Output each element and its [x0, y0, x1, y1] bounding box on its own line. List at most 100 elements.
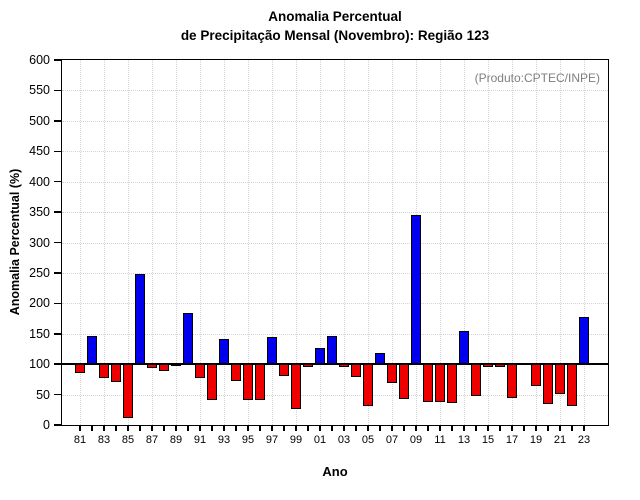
- x-tick-label: 17: [505, 434, 519, 446]
- x-tick-label: 83: [97, 434, 111, 446]
- x-tick-label: 89: [169, 434, 183, 446]
- x-tick: [415, 425, 417, 431]
- x-tick: [343, 425, 345, 431]
- v-gridline: [560, 60, 561, 425]
- bar-10: [423, 364, 433, 403]
- y-tick-label: 350: [29, 205, 50, 220]
- bar-00: [303, 364, 313, 368]
- x-tick-label: 93: [217, 434, 231, 446]
- v-gridline: [440, 60, 441, 425]
- y-tick: [54, 59, 62, 61]
- x-tick-label: 09: [409, 434, 423, 446]
- bar-82: [87, 336, 97, 365]
- y-tick: [54, 363, 62, 365]
- x-tick: [91, 425, 93, 431]
- bar-11: [435, 364, 445, 402]
- x-tick: [199, 425, 201, 431]
- v-gridline: [536, 60, 537, 425]
- y-tick: [54, 302, 62, 305]
- y-tick: [54, 241, 62, 244]
- h-gridline: [62, 333, 608, 335]
- y-tick-label: 100: [29, 357, 50, 372]
- y-tick: [54, 89, 62, 92]
- bar-22: [567, 364, 577, 406]
- x-tick-label: 03: [337, 434, 351, 446]
- y-tick-label: 500: [29, 113, 50, 128]
- x-tick-label: 15: [481, 434, 495, 446]
- x-tick-label: 97: [265, 434, 279, 446]
- bar-09: [411, 215, 421, 365]
- bar-13: [459, 330, 469, 365]
- x-tick: [247, 425, 249, 431]
- v-gridline: [464, 60, 465, 425]
- bar-95: [243, 364, 253, 401]
- product-annotation: (Produto:CPTEC/INPE): [474, 71, 600, 85]
- x-tick: [175, 425, 177, 431]
- x-tick: [211, 425, 213, 431]
- bar-88: [159, 364, 169, 372]
- bar-86: [135, 274, 145, 365]
- y-tick: [54, 150, 62, 152]
- v-gridline: [488, 60, 489, 425]
- x-tick: [79, 425, 81, 431]
- bar-83: [99, 364, 109, 378]
- bar-07: [387, 364, 397, 384]
- bar-19: [531, 364, 541, 387]
- x-tick: [259, 425, 261, 431]
- v-gridline: [368, 60, 369, 425]
- x-tick: [583, 425, 585, 431]
- x-tick: [223, 425, 225, 431]
- y-tick-label: 550: [29, 83, 50, 98]
- chart-title-line2: de Precipitação Mensal (Novembro): Regiã…: [180, 28, 490, 43]
- x-tick-label: 87: [145, 434, 159, 446]
- v-gridline: [320, 60, 321, 425]
- bar-03: [339, 364, 349, 368]
- v-gridline: [272, 60, 273, 425]
- x-tick: [535, 425, 537, 431]
- x-tick-label: 23: [577, 434, 591, 446]
- y-tick-label: 400: [29, 174, 50, 189]
- bar-84: [111, 364, 121, 383]
- x-axis-title: Ano: [322, 464, 348, 479]
- h-gridline: [62, 90, 608, 92]
- bar-08: [399, 364, 409, 400]
- x-tick: [379, 425, 381, 431]
- x-tick-label: 85: [121, 434, 135, 446]
- bar-98: [279, 364, 289, 376]
- v-gridline: [200, 60, 201, 425]
- x-tick: [427, 425, 429, 431]
- y-tick-label: 250: [29, 265, 50, 280]
- x-tick-label: 91: [193, 434, 207, 446]
- x-tick: [547, 425, 549, 431]
- v-gridline: [512, 60, 513, 425]
- x-tick: [403, 425, 405, 431]
- x-tick: [103, 425, 105, 431]
- x-tick: [367, 425, 369, 431]
- bar-87: [147, 364, 157, 368]
- x-tick: [307, 425, 309, 431]
- y-tick: [54, 333, 62, 335]
- y-tick-label: 300: [29, 235, 50, 250]
- h-gridline: [62, 151, 608, 153]
- x-tick: [331, 425, 333, 431]
- bar-16: [495, 364, 505, 367]
- bar-12: [447, 364, 457, 404]
- bar-02: [327, 335, 337, 365]
- bar-15: [483, 364, 493, 368]
- x-tick: [487, 425, 489, 431]
- x-tick: [523, 425, 525, 431]
- x-tick-label: 11: [434, 434, 446, 446]
- v-gridline: [248, 60, 249, 425]
- v-gridline: [152, 60, 153, 425]
- y-tick: [54, 120, 62, 122]
- h-gridline: [62, 272, 608, 274]
- bar-96: [255, 364, 265, 401]
- v-gridline: [104, 60, 105, 425]
- y-tick-label: 200: [29, 296, 50, 311]
- x-tick: [439, 425, 441, 431]
- x-tick: [235, 425, 237, 431]
- y-tick: [54, 424, 62, 426]
- v-gridline: [128, 60, 129, 425]
- reference-line-100: [62, 363, 608, 366]
- x-tick-label: 13: [457, 434, 471, 446]
